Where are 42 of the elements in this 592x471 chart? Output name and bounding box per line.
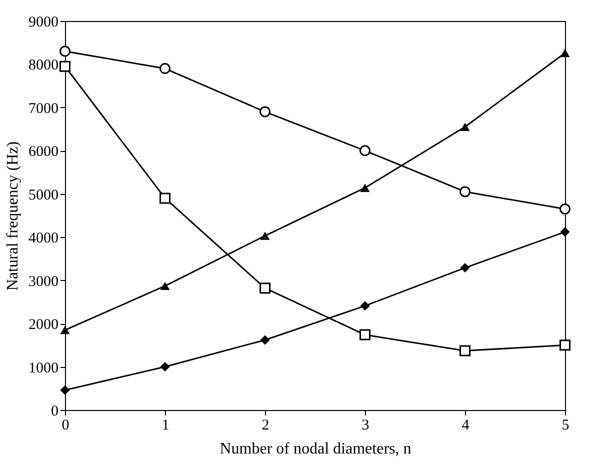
- x-axis-title: Number of nodal diameters, n: [220, 440, 412, 458]
- point: [160, 63, 170, 74]
- point: [360, 301, 370, 311]
- point: [560, 340, 570, 351]
- point: [60, 326, 70, 334]
- y-tick-label: 1000: [28, 360, 58, 376]
- point: [160, 192, 170, 204]
- x-tick-label: 1: [162, 418, 170, 434]
- y-axis-title: Natural frequency (Hz): [4, 141, 22, 291]
- point: [460, 122, 470, 131]
- y-tick-label: 3000: [28, 274, 58, 290]
- point: [60, 385, 70, 395]
- point: [260, 282, 270, 294]
- point: [360, 329, 370, 340]
- point: [560, 48, 570, 58]
- point: [360, 184, 370, 192]
- x-tick-label: 2: [262, 418, 270, 434]
- point: [460, 186, 470, 198]
- y-tick-label: 2000: [28, 317, 58, 334]
- point: [460, 263, 470, 273]
- point: [460, 345, 470, 356]
- point: [160, 282, 170, 290]
- x-tick-label: 0: [62, 418, 70, 434]
- point: [60, 46, 70, 57]
- point: [60, 60, 70, 72]
- x-tick-label: 5: [562, 418, 570, 434]
- point: [260, 232, 270, 240]
- x-tick-label: 4: [462, 418, 470, 434]
- y-tick-label: 6000: [28, 144, 58, 160]
- x-tick-label: 3: [362, 418, 370, 434]
- y-tick-label: 8000: [28, 58, 58, 74]
- point: [560, 227, 570, 237]
- point: [160, 362, 170, 372]
- y-tick-label: 7000: [28, 100, 58, 117]
- y-tick-label: 9000: [28, 14, 58, 30]
- point: [360, 145, 370, 156]
- y-tick-label: 4000: [28, 230, 58, 247]
- point: [560, 204, 570, 214]
- point: [260, 335, 270, 345]
- point: [260, 106, 270, 118]
- y-tick-label: 0: [51, 404, 58, 420]
- y-tick-label: 5000: [28, 187, 58, 204]
